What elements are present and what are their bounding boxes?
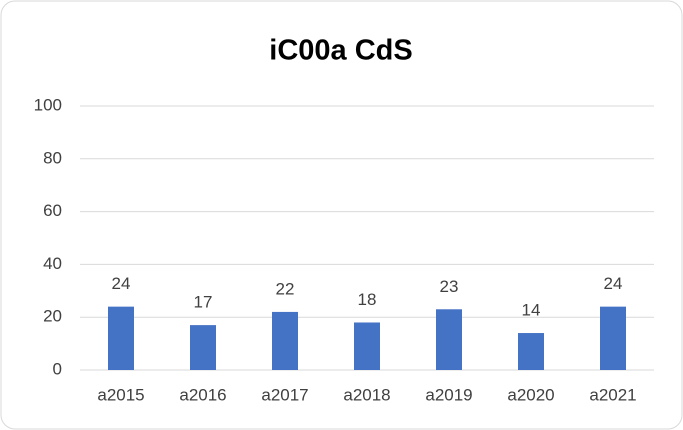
y-tick-label: 0 [53, 359, 62, 378]
x-tick-label: a2020 [507, 385, 554, 404]
y-tick-label: 60 [43, 201, 62, 220]
bar [272, 311, 298, 370]
bar [190, 325, 216, 370]
x-tick-label: a2019 [425, 385, 472, 404]
bar [600, 306, 626, 370]
bar [354, 322, 380, 370]
data-label: 22 [276, 279, 295, 298]
y-tick-label: 100 [34, 95, 62, 114]
x-tick-label: a2018 [343, 385, 390, 404]
data-label: 23 [440, 277, 459, 296]
data-label: 17 [194, 293, 213, 312]
y-tick-label: 80 [43, 148, 62, 167]
data-label: 24 [112, 274, 131, 293]
y-tick-label: 20 [43, 307, 62, 326]
data-label: 14 [522, 301, 541, 320]
bar [108, 306, 134, 370]
bar [436, 309, 462, 370]
y-tick-label: 40 [43, 254, 62, 273]
x-tick-label: a2021 [589, 385, 636, 404]
bar [518, 333, 544, 370]
data-label: 24 [604, 274, 623, 293]
x-tick-label: a2017 [261, 385, 308, 404]
data-label: 18 [358, 290, 377, 309]
x-tick-label: a2016 [179, 385, 226, 404]
chart-title: iC00a CdS [269, 35, 412, 67]
x-tick-label: a2015 [97, 385, 144, 404]
